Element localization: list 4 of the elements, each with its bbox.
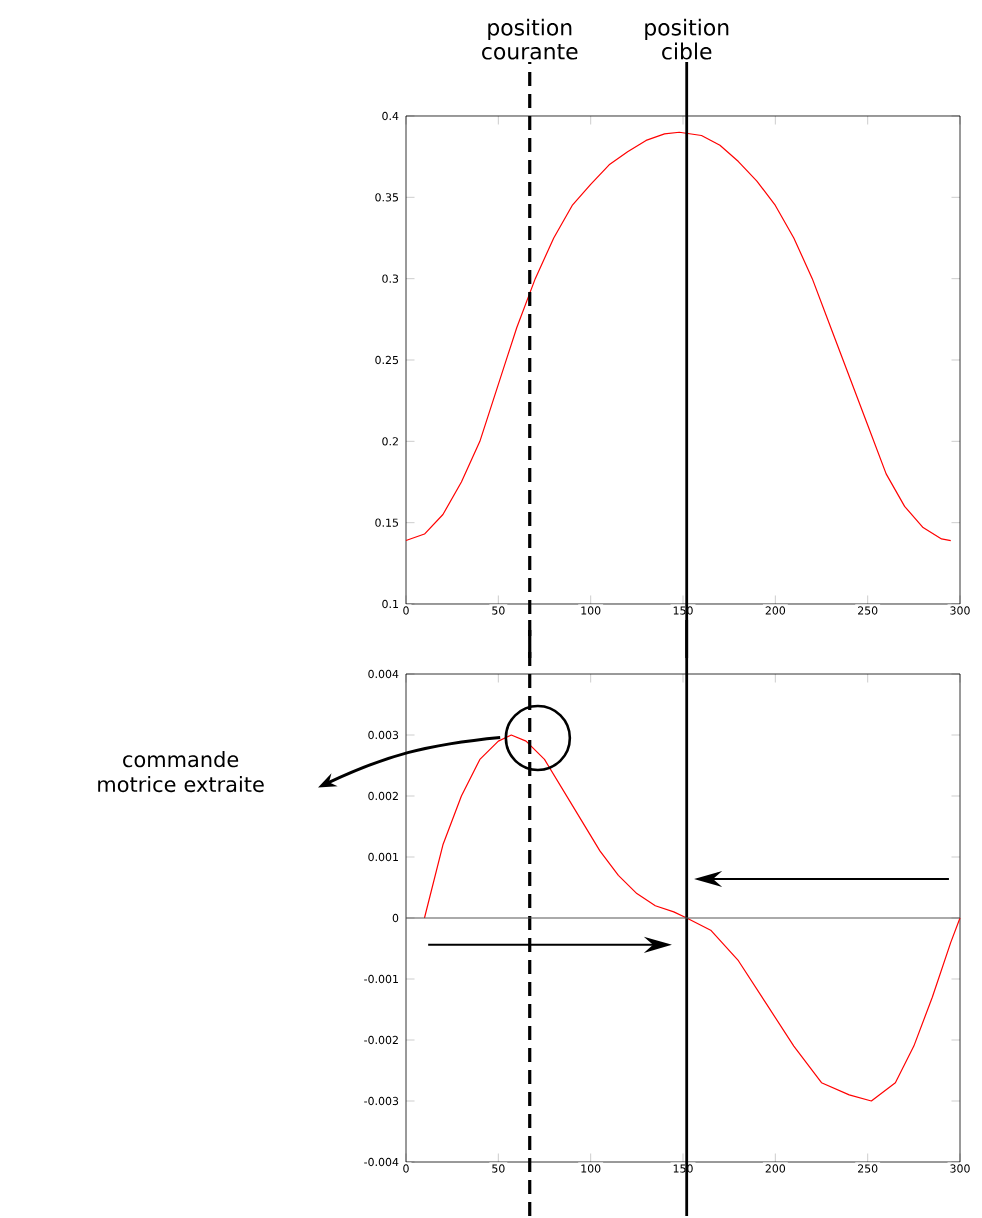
- ref-line-label: position courante: [482, 18, 578, 60]
- line-series: [405, 131, 952, 542]
- ref-line-label: position cible: [645, 18, 729, 60]
- text: commande motrice extraite: [98, 751, 264, 793]
